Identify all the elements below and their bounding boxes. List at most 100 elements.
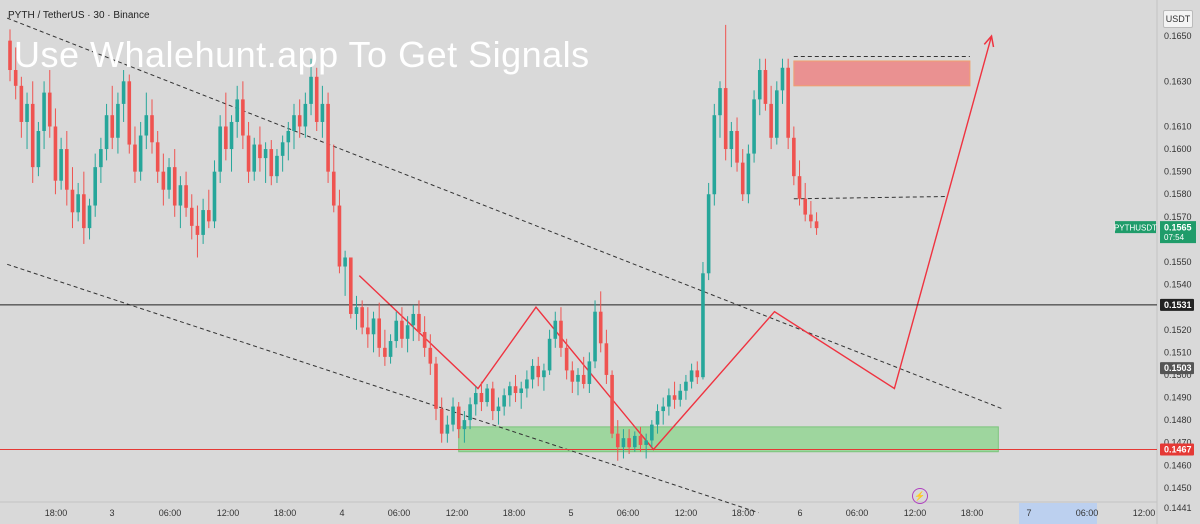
- y-tick-label: 0.1610: [1164, 121, 1192, 131]
- y-tick-label: 0.1490: [1164, 393, 1192, 403]
- candle-body: [689, 370, 694, 382]
- candle-body: [633, 435, 637, 448]
- candle-body: [343, 257, 347, 267]
- candle-body: [349, 257, 353, 314]
- candle-body: [252, 144, 257, 172]
- candle-body: [451, 406, 455, 425]
- candle-body: [786, 67, 790, 138]
- candle-body: [814, 221, 819, 229]
- candle-body: [371, 318, 376, 335]
- last-price-tag: [1160, 221, 1196, 244]
- candle-body: [757, 70, 762, 100]
- candle-body: [422, 332, 427, 348]
- candle-body: [258, 144, 262, 159]
- candle-body: [36, 131, 41, 168]
- x-tick-label: 18:00: [45, 508, 68, 518]
- candle-body: [292, 115, 296, 131]
- y-tick-label: 0.1590: [1164, 167, 1192, 177]
- candle-body: [627, 438, 631, 448]
- y-tick-label: 0.1540: [1164, 280, 1192, 290]
- candle-body: [610, 374, 614, 434]
- x-tick-label: 18:00: [274, 508, 297, 518]
- candle-body: [513, 386, 518, 393]
- currency-button[interactable]: USDT: [1163, 10, 1193, 28]
- price-level-label: 0.1503: [1164, 363, 1192, 373]
- candle-body: [564, 347, 569, 371]
- y-tick-label: 0.1470: [1164, 438, 1192, 448]
- y-tick-label: 0.1480: [1164, 415, 1192, 425]
- candle-body: [621, 438, 626, 448]
- price-level-label: 0.1467: [1164, 444, 1192, 454]
- candle-body: [542, 370, 546, 378]
- candle-body: [309, 76, 313, 104]
- candle-body: [25, 103, 29, 122]
- candle-body: [212, 171, 217, 222]
- candle-body: [400, 320, 404, 339]
- dashed-trendline: [793, 196, 948, 200]
- candle-body: [47, 92, 52, 127]
- candle-body: [655, 411, 660, 425]
- candle-body: [462, 420, 467, 430]
- candle-body: [13, 70, 18, 86]
- x-tick-label: 18:00: [732, 508, 755, 518]
- candle-body: [780, 67, 785, 91]
- candle-body: [718, 88, 722, 116]
- candle-body: [337, 205, 342, 267]
- candle-body: [661, 406, 665, 412]
- y-tick-label: 0.1550: [1164, 257, 1192, 267]
- candle-body: [314, 76, 319, 122]
- candle-body: [797, 176, 802, 199]
- candle-body: [8, 40, 12, 71]
- candle-body: [360, 307, 364, 328]
- candle-body: [723, 88, 728, 150]
- candle-body: [525, 379, 529, 389]
- candle-body: [150, 115, 154, 143]
- resistance-zone: [793, 60, 971, 87]
- candle-body: [167, 167, 171, 190]
- candle-body: [218, 126, 222, 172]
- candle-body: [530, 365, 535, 380]
- candle-body: [650, 424, 654, 441]
- candle-body: [42, 92, 46, 131]
- candle-body: [354, 307, 359, 314]
- candle-body: [536, 365, 541, 378]
- candle-body: [275, 155, 279, 177]
- candle-body: [604, 343, 609, 375]
- candle-body: [746, 153, 751, 195]
- candle-body: [30, 103, 35, 168]
- candle-body: [672, 395, 677, 400]
- candle-body: [701, 273, 705, 378]
- candle-body: [127, 81, 132, 145]
- candle-body: [93, 167, 97, 206]
- candle-body: [65, 149, 69, 190]
- x-tick-label: 12:00: [217, 508, 240, 518]
- x-tick-label: 18:00: [503, 508, 526, 518]
- y-tick-label: 0.1570: [1164, 212, 1192, 222]
- y-tick-label: 0.1450: [1164, 483, 1192, 493]
- price-level-tag: [1160, 298, 1194, 311]
- candle-body: [388, 341, 393, 357]
- candle-body: [269, 149, 274, 177]
- candle-body: [104, 115, 109, 150]
- candle-body: [82, 194, 86, 229]
- candle-body: [576, 374, 580, 382]
- candle-body: [110, 115, 115, 138]
- x-tick-label: 5: [568, 508, 573, 518]
- candle-body: [809, 214, 813, 222]
- candle-body: [752, 99, 756, 154]
- y-tick-label: 0.1600: [1164, 144, 1192, 154]
- x-tick-label: 12:00: [675, 508, 698, 518]
- candle-body: [116, 103, 120, 138]
- candle-body: [735, 131, 739, 163]
- x-tick-label: 06:00: [617, 508, 640, 518]
- x-tick-label: 6: [797, 508, 802, 518]
- candle-body: [286, 131, 291, 143]
- candle-body: [587, 361, 592, 384]
- candle-body: [280, 142, 285, 156]
- candle-body: [581, 374, 586, 384]
- x-tick-label: 12:00: [904, 508, 927, 518]
- candle-body: [76, 194, 80, 213]
- y-tick-label: 0.1520: [1164, 325, 1192, 335]
- lightning-icon[interactable]: ⚡: [912, 488, 928, 504]
